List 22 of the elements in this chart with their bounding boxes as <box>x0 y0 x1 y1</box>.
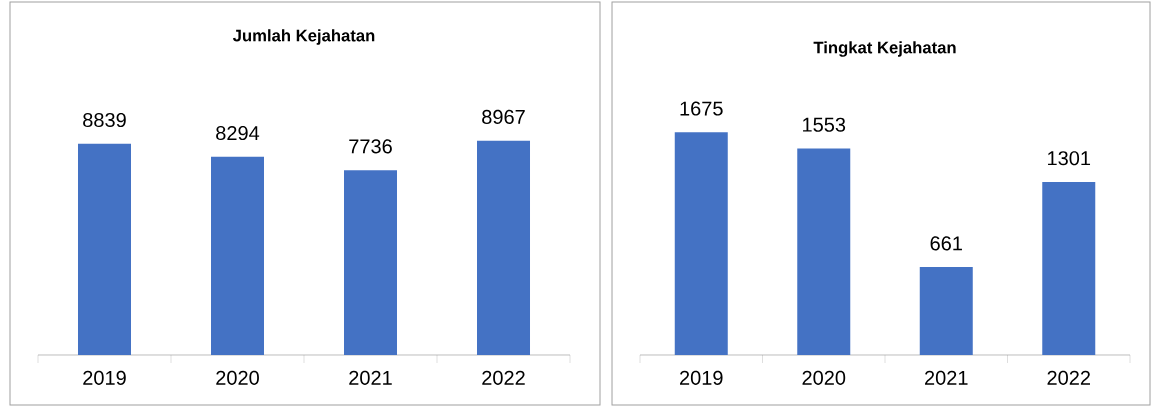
x-tick-label: 2022 <box>1047 370 1090 385</box>
data-label: 8967 <box>482 109 525 124</box>
x-tick-label: 2022 <box>482 370 525 385</box>
chart-title: Tingkat Kejahatan <box>813 41 956 57</box>
data-label: 8839 <box>83 112 126 128</box>
bar <box>797 148 851 355</box>
x-tick-label: 2021 <box>925 370 968 385</box>
x-tick-label: 2019 <box>680 370 723 385</box>
bar <box>919 267 973 355</box>
bar <box>674 132 728 355</box>
data-label: 1553 <box>803 117 846 132</box>
data-label: 8294 <box>216 125 260 141</box>
data-label: 1301 <box>1048 151 1091 166</box>
data-label: 661 <box>930 236 962 251</box>
x-tick-label: 2020 <box>802 370 846 385</box>
data-label: 1675 <box>680 101 723 116</box>
x-tick-label: 2019 <box>83 370 126 385</box>
bar <box>1042 182 1096 355</box>
data-label: 7736 <box>349 139 392 154</box>
x-tick-label: 2021 <box>349 370 392 385</box>
x-tick-label: 2020 <box>216 370 259 385</box>
chart-title: Jumlah Kejahatan <box>232 29 375 45</box>
